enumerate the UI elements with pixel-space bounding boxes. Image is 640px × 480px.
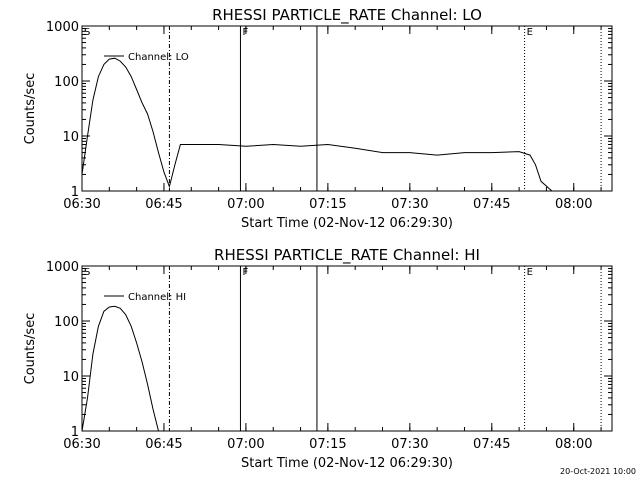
- y-axis-label: Counts/sec: [23, 73, 38, 145]
- x-tick-label: 07:45: [473, 197, 510, 212]
- marker-label: S: [84, 267, 90, 278]
- y-tick-label: 1: [71, 185, 79, 200]
- y-axis-label: Counts/sec: [23, 313, 38, 385]
- x-tick-label: 07:15: [309, 437, 346, 452]
- x-tick-label: 07:00: [227, 437, 264, 452]
- y-tick-label: 1: [71, 425, 79, 440]
- x-tick-label: 06:30: [63, 437, 100, 452]
- x-tick-label: 07:00: [227, 197, 264, 212]
- marker-label: F: [242, 27, 248, 38]
- legend-label: Channel: LO: [128, 52, 189, 63]
- legend-label: Channel: HI: [128, 292, 186, 303]
- y-tick-label: 1000: [46, 260, 79, 275]
- x-tick-label: 06:45: [145, 437, 182, 452]
- y-tick-label: 100: [54, 75, 79, 90]
- series-line: [81, 305, 159, 432]
- plot-frame: [81, 25, 613, 192]
- x-tick-label: 06:30: [63, 197, 100, 212]
- chart-title: RHESSI PARTICLE_RATE Channel: LO: [212, 6, 482, 25]
- x-axis-label: Start Time (02-Nov-12 06:29:30): [241, 456, 453, 471]
- y-tick-label: 100: [54, 315, 79, 330]
- marker-label: F: [242, 267, 248, 278]
- x-tick-label: 07:30: [391, 437, 428, 452]
- chart-title: RHESSI PARTICLE_RATE Channel: HI: [214, 246, 480, 265]
- y-tick-label: 1000: [46, 20, 79, 35]
- chart-panel-1: RHESSI PARTICLE_RATE Channel: LO Counts/s…: [23, 6, 613, 231]
- marker-label: S: [84, 27, 90, 38]
- x-axis-label: Start Time (02-Nov-12 06:29:30): [241, 216, 453, 231]
- x-tick-label: 06:45: [145, 197, 182, 212]
- x-tick-label: 08:00: [555, 437, 592, 452]
- series-line: [81, 57, 596, 192]
- y-tick-label: 10: [62, 370, 79, 385]
- plot-frame: [81, 265, 613, 432]
- marker-label: E: [527, 27, 533, 38]
- x-tick-label: 07:30: [391, 197, 428, 212]
- footer-timestamp: 20-Oct-2021 10:00: [560, 467, 636, 476]
- x-tick-label: 07:45: [473, 437, 510, 452]
- chart-panel-2: RHESSI PARTICLE_RATE Channel: HI Counts/s…: [23, 246, 613, 471]
- marker-label: E: [527, 267, 533, 278]
- x-tick-label: 08:00: [555, 197, 592, 212]
- x-tick-label: 07:15: [309, 197, 346, 212]
- y-tick-label: 10: [62, 130, 79, 145]
